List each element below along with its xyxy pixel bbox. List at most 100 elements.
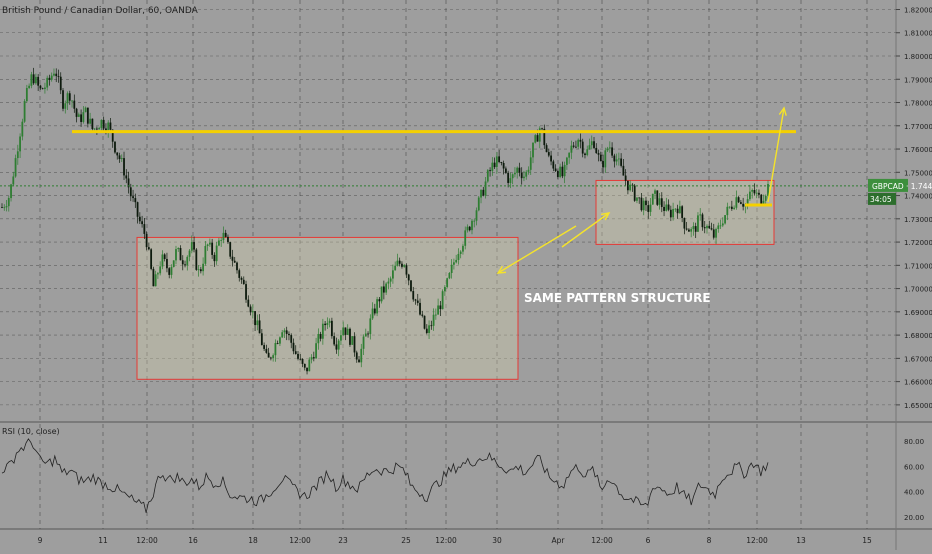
time-tick-label: 15 (862, 536, 872, 545)
candle-body (41, 88, 44, 90)
candle-body (330, 320, 333, 337)
time-axis[interactable]: 9 11 12:00 16 18 12:00 23 25 12:00 30 Apr 12:00 6 8 12… (38, 536, 872, 545)
candle-body (34, 76, 37, 84)
candle-body (265, 348, 268, 353)
candle-body (613, 155, 616, 162)
candle-body (514, 172, 516, 175)
candle-body (236, 262, 238, 271)
candle-body (188, 250, 191, 257)
time-tick-label: 12:00 (289, 536, 311, 545)
candle-body (294, 351, 297, 354)
candle-body (134, 198, 137, 203)
candle-body (617, 158, 620, 160)
candle-body (645, 200, 647, 206)
candle-body (466, 226, 469, 231)
candle-body (746, 199, 749, 205)
candle-body (604, 150, 607, 168)
candle-body (536, 135, 539, 142)
candle-body (351, 336, 354, 345)
candle-body (597, 153, 600, 155)
candle-body (247, 299, 250, 307)
candle-body (202, 263, 205, 272)
price-tick-label: 1.69000 (904, 309, 932, 317)
candle-body (491, 162, 494, 172)
candle-body (181, 260, 184, 265)
annotation-arrows[interactable] (496, 106, 787, 274)
candle-body (622, 165, 625, 176)
candle-body (308, 359, 311, 372)
candle-body (5, 206, 8, 208)
candle-body (37, 76, 40, 86)
candle-body (561, 166, 564, 177)
time-tick-label: Apr (552, 536, 566, 545)
candle-body (529, 157, 532, 170)
pattern-boxes (136, 179, 775, 380)
rsi-tick-label: 20.00 (904, 514, 924, 522)
candle-body (434, 314, 437, 316)
candle-body (66, 93, 69, 104)
time-tick-label: 16 (188, 536, 198, 545)
candle-body (489, 170, 491, 172)
candle-body (21, 121, 24, 137)
candle-body (728, 206, 731, 208)
candle-body (742, 203, 745, 207)
candle-body (717, 225, 720, 229)
candle-body (147, 247, 150, 250)
candle-body (425, 328, 428, 333)
price-tick-label: 1.68000 (904, 332, 932, 340)
candle-body (678, 206, 681, 214)
candle-body (552, 161, 555, 169)
candle-body (163, 254, 166, 259)
candle-body (53, 73, 55, 76)
arrow-breakout-target-head (778, 106, 787, 116)
candle-body (127, 178, 130, 188)
rsi-title: RSI (10, close) (2, 427, 60, 436)
candle-body (159, 266, 162, 274)
candle-body (197, 269, 200, 271)
candle-body (532, 142, 534, 158)
candle-body (251, 311, 254, 313)
candle-body (301, 359, 304, 364)
candle-body (735, 197, 738, 208)
candle-body (559, 166, 562, 177)
candle-body (697, 215, 699, 232)
candle-body (590, 141, 593, 146)
candle-body (471, 220, 473, 231)
rsi-tick-label: 80.00 (904, 438, 924, 446)
candle-body (599, 154, 602, 162)
candle-body (414, 299, 417, 301)
candle-body (640, 197, 643, 211)
candle-body (762, 200, 765, 205)
candle-body (624, 175, 627, 181)
candle-body (141, 221, 143, 225)
candle-body (376, 299, 378, 314)
symbol-title: British Pound / Canadian Dollar, 60, OAN… (2, 6, 199, 16)
candle-body (602, 161, 604, 168)
candle-body (507, 172, 510, 183)
candle-body (353, 336, 356, 353)
candle-body (502, 163, 505, 169)
candle-body (674, 208, 677, 210)
candle-body (260, 333, 263, 346)
candle-body (636, 197, 638, 201)
candle-body (681, 206, 684, 218)
candle-body (464, 230, 467, 246)
candle-body (733, 207, 736, 209)
candle-body (706, 225, 708, 229)
price-tag-label: GBPCAD · 1.74415 (872, 182, 932, 191)
candle-body (84, 107, 87, 113)
candle-body (719, 225, 722, 227)
candle-body (283, 330, 286, 333)
candle-body (319, 333, 322, 339)
candle-body (267, 352, 270, 358)
candle-body (753, 190, 756, 194)
price-tick-label: 1.71000 (904, 262, 932, 270)
candle-body (100, 119, 103, 128)
candle-body (428, 325, 430, 333)
candle-body (224, 232, 227, 237)
candle-body (737, 197, 740, 203)
price-axis[interactable]: 1.82000 1.81000 1.80000 1.79000 1.78000 1.770… (896, 6, 932, 410)
candle-body (373, 308, 376, 314)
